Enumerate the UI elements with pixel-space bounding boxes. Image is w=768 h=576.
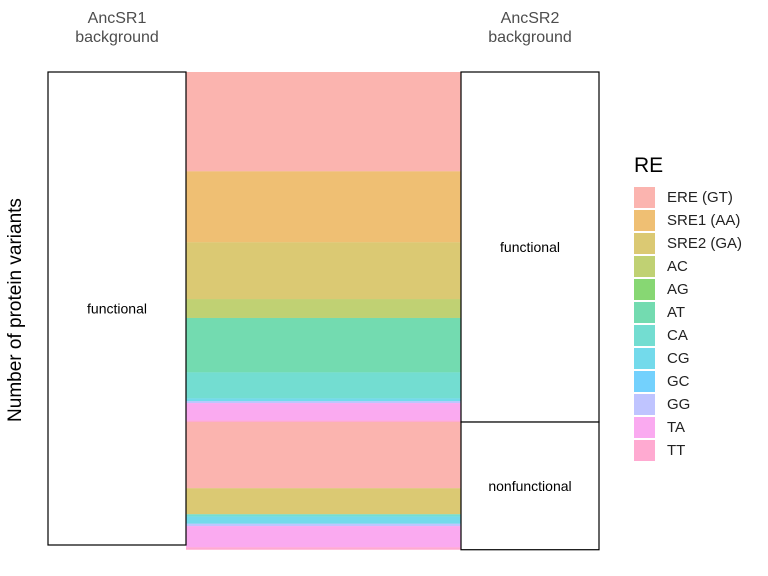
legend-swatch — [634, 279, 655, 300]
stratum-label-ancsr2-nonfunctional: nonfunctional — [488, 478, 571, 494]
legend-item: AG — [634, 278, 742, 301]
flow-ca-functional — [186, 372, 461, 399]
legend-label: CG — [667, 350, 690, 367]
legend-swatch — [634, 440, 655, 461]
legend-item: TT — [634, 439, 742, 462]
legend-label: SRE1 (AA) — [667, 212, 741, 229]
legend-swatch — [634, 302, 655, 323]
legend-swatch — [634, 233, 655, 254]
legend-item: GC — [634, 370, 742, 393]
legend-swatch — [634, 187, 655, 208]
stratum-ancsr1-functional — [47, 71, 187, 546]
legend-label: SRE2 (GA) — [667, 235, 743, 252]
axis-label-ancsr1: AncSR1 background — [75, 10, 159, 46]
legend-item: ERE (GT) — [634, 186, 742, 209]
legend-label: ERE (GT) — [667, 189, 733, 206]
legend-label: TT — [667, 442, 686, 459]
legend-item: CA — [634, 324, 742, 347]
legend-label: AC — [667, 258, 688, 275]
flow-gg-functional — [186, 401, 461, 404]
legend-label: CA — [667, 327, 688, 344]
legend-label: GC — [667, 373, 690, 390]
y-axis-title: Number of protein variants — [5, 198, 26, 422]
flow-at-functional — [186, 317, 461, 373]
legend-item: SRE2 (GA) — [634, 232, 742, 255]
stratum-ancsr2-functional — [460, 71, 600, 423]
legend-swatch — [634, 256, 655, 277]
flow-sre1-aa--functional — [186, 171, 461, 243]
flow-ere-gt--functional — [186, 72, 461, 172]
flow-tt-nonfunctional — [186, 547, 461, 550]
legend-label: AG — [667, 281, 689, 298]
flow-cg-functional — [186, 398, 461, 402]
flow-ca-nonfunctional — [186, 514, 461, 517]
legend-item: AC — [634, 255, 742, 278]
flow-gg-nonfunctional — [186, 523, 461, 527]
flow-ac-functional — [186, 299, 461, 318]
legend-label: AT — [667, 304, 686, 321]
legend-swatch — [634, 371, 655, 392]
legend: RE ERE (GT) SRE1 (AA) SRE2 (GA) AC AG AT CA CG G… — [634, 154, 742, 462]
legend-item: AT — [634, 301, 742, 324]
legend-label: GG — [667, 396, 691, 413]
legend-swatch — [634, 210, 655, 231]
legend-swatch — [634, 348, 655, 369]
legend-item: GG — [634, 393, 742, 416]
axis-label-ancsr2: AncSR2 background — [488, 10, 572, 46]
legend-title: RE — [634, 154, 664, 177]
flow-ere-gt--nonfunctional — [186, 422, 461, 489]
legend-item: TA — [634, 416, 742, 439]
flow-sre2-ga--functional — [186, 242, 461, 300]
legend-item: CG — [634, 347, 742, 370]
legend-label: TA — [667, 419, 686, 436]
flow-tt-functional — [186, 420, 461, 423]
stratum-label-ancsr2-functional: functional — [500, 239, 560, 255]
flow-sre2-ga--nonfunctional — [186, 488, 461, 515]
stratum-label-ancsr1-functional: functional — [87, 301, 147, 317]
stratum-ancsr2-nonfunctional — [460, 421, 600, 551]
legend-item: SRE1 (AA) — [634, 209, 742, 232]
legend-swatch — [634, 394, 655, 415]
flow-ta-nonfunctional — [186, 526, 461, 548]
legend-swatch — [634, 325, 655, 346]
legend-swatch — [634, 417, 655, 438]
flow-ta-functional — [186, 403, 461, 421]
legend-items: ERE (GT) SRE1 (AA) SRE2 (GA) AC AG AT CA CG GC GG… — [634, 186, 742, 462]
flow-cg-nonfunctional — [186, 516, 461, 524]
